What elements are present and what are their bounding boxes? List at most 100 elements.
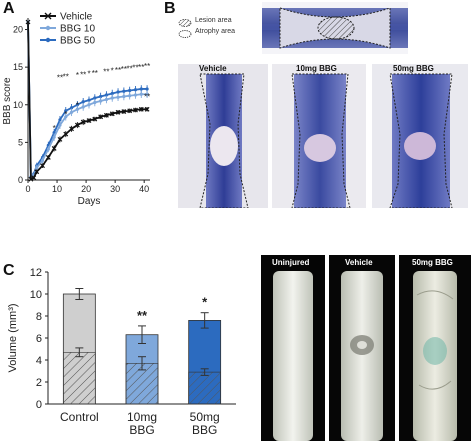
- category-label: 10mg BBG: [127, 410, 157, 437]
- data-point: [139, 92, 143, 96]
- data-point: [144, 106, 150, 112]
- data-point: [40, 158, 45, 163]
- significance-label: *: [53, 124, 56, 133]
- y-axis-label: BBB score: [2, 77, 13, 125]
- data-point: [34, 169, 40, 175]
- significance-label: **: [92, 69, 98, 78]
- photo-d-50mg: [399, 255, 471, 441]
- y-tick-label: 10: [30, 289, 42, 301]
- data-point: [57, 136, 63, 142]
- panel-c-label: C: [3, 262, 15, 279]
- data-point: [133, 107, 138, 113]
- legend-marker: [45, 25, 51, 31]
- caption-b-50mg: 50mg BBG: [393, 64, 434, 73]
- data-point: [58, 118, 62, 122]
- significance-label: **: [144, 92, 150, 101]
- data-point: [139, 87, 143, 91]
- data-point: [128, 88, 132, 93]
- lesion-area-label: Lesion area: [195, 17, 232, 24]
- data-point: [116, 90, 120, 94]
- significance-label: **: [144, 62, 150, 71]
- y-axis-label: Volume (mm³): [7, 303, 19, 372]
- caption-b-10mg: 10mg BBG: [296, 64, 337, 73]
- y-tick-label: 15: [13, 62, 23, 72]
- photo-d-vehicle: [329, 255, 395, 441]
- significance-label: **: [127, 64, 133, 73]
- x-tick-label: 20: [81, 184, 91, 194]
- data-point: [74, 122, 80, 128]
- y-tick-label: 6: [36, 333, 42, 345]
- data-point: [69, 110, 74, 114]
- significance-label: **: [132, 64, 138, 73]
- significance-label: **: [121, 65, 127, 74]
- x-tick-label: 40: [139, 184, 149, 194]
- data-point: [87, 98, 91, 102]
- lesion-outline: [317, 16, 355, 40]
- y-tick-label: 8: [36, 311, 42, 323]
- atrophy-area-label: Atrophy area: [195, 28, 236, 35]
- data-point: [121, 109, 127, 114]
- y-tick-label: 5: [18, 137, 23, 147]
- data-point: [64, 109, 68, 113]
- data-point: [58, 123, 62, 127]
- significance-label: **: [137, 308, 148, 323]
- overview-section-image: [262, 2, 408, 54]
- panel-b-label: B: [164, 0, 176, 17]
- data-point: [145, 92, 149, 96]
- data-point: [104, 93, 109, 97]
- significance-label: *: [64, 110, 67, 119]
- data-point: [98, 114, 104, 120]
- volume-bar-chart: 0 2 4 6 8 10 12 Volume (mm³) Control ** 10mg BBG * 50…: [7, 267, 236, 437]
- y-tick-label: 0: [18, 175, 23, 185]
- significance-label: **: [63, 73, 69, 82]
- photo-b-10mg: [272, 64, 366, 208]
- significance-label: **: [138, 63, 144, 72]
- data-point: [133, 93, 138, 97]
- data-point: [40, 163, 45, 169]
- legend-marker: [44, 12, 52, 20]
- data-point: [81, 105, 85, 109]
- atrophy-swatch: [178, 30, 192, 38]
- data-point: [31, 175, 37, 181]
- data-point: [104, 112, 109, 118]
- data-point: [46, 147, 50, 151]
- data-point: [127, 108, 133, 114]
- data-point: [28, 176, 34, 182]
- data-point: [45, 155, 51, 160]
- significance-label: *: [202, 295, 208, 310]
- data-point: [51, 145, 57, 151]
- data-point: [99, 94, 103, 99]
- data-point: [92, 116, 98, 122]
- data-point: [138, 106, 144, 112]
- photo-b-vehicle: [178, 64, 268, 208]
- x-tick-label: 0: [25, 184, 30, 194]
- data-point: [52, 135, 56, 139]
- significance-label: *: [76, 101, 79, 110]
- data-point: [122, 89, 126, 93]
- caption-b-vehicle: Vehicle: [199, 64, 227, 73]
- data-point: [69, 106, 74, 110]
- lesion-swatch: [178, 19, 192, 27]
- category-label: Control: [60, 410, 99, 424]
- significance-label: **: [57, 73, 63, 82]
- y-tick-label: 4: [36, 355, 42, 367]
- data-point: [93, 100, 97, 105]
- significance-label: *: [111, 67, 114, 76]
- significance-label: **: [80, 70, 86, 79]
- data-point: [69, 126, 74, 132]
- data-point: [133, 88, 138, 92]
- significance-label: **: [115, 66, 121, 75]
- data-point: [93, 96, 97, 100]
- photo-b-50mg: [372, 64, 468, 208]
- y-tick-label: 0: [36, 399, 42, 411]
- data-point: [104, 97, 109, 102]
- category-label: 50mg BBG: [190, 410, 220, 437]
- y-tick-label: 10: [13, 100, 23, 110]
- data-point: [110, 91, 114, 96]
- data-point: [86, 118, 92, 123]
- data-point: [80, 119, 86, 125]
- data-point: [116, 95, 120, 99]
- data-point: [75, 107, 79, 111]
- legend-label: Vehicle: [60, 12, 93, 23]
